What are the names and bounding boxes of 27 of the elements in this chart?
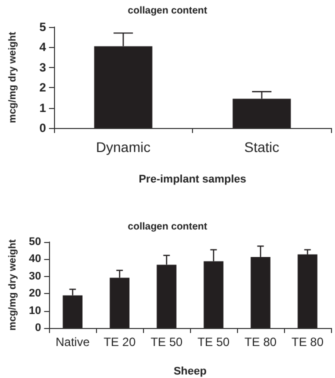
x-axis-title: Sheep [174,366,207,378]
x-tick-label: Dynamic [96,139,150,155]
y-tick-label: 5 [39,20,46,34]
x-tick-label: Static [244,139,280,155]
y-tick-label: 30 [28,270,42,282]
y-tick-label: 2 [39,80,46,95]
x-tick-label: TE 50 [150,335,183,349]
y-tick-label: 40 [28,253,42,266]
x-tick-label: Native [56,335,90,349]
y-tick-label: 4 [39,40,46,54]
y-tick-label: 50 [28,236,42,248]
x-tick-label: TE 80 [292,335,324,349]
y-tick-label: 10 [28,304,42,317]
y-tick-label: 0 [35,322,42,334]
x-axis-title: Pre-implant samples [138,174,246,186]
bar [298,254,318,328]
y-tick-label: 0 [39,121,46,135]
x-tick-label: TE 50 [198,335,230,349]
y-axis-title: mcg/mg dry weight [8,31,18,124]
x-tick-label: TE 20 [104,335,136,349]
y-axis-title: mcg/mg dry weight [8,238,18,331]
y-tick-label: 20 [28,288,42,300]
x-tick-label: TE 80 [244,335,277,349]
y-tick-label: 1 [39,100,46,115]
y-tick-label: 3 [39,60,46,74]
chart-title: collagen content [128,6,208,16]
chart-title: collagen content [128,222,208,232]
